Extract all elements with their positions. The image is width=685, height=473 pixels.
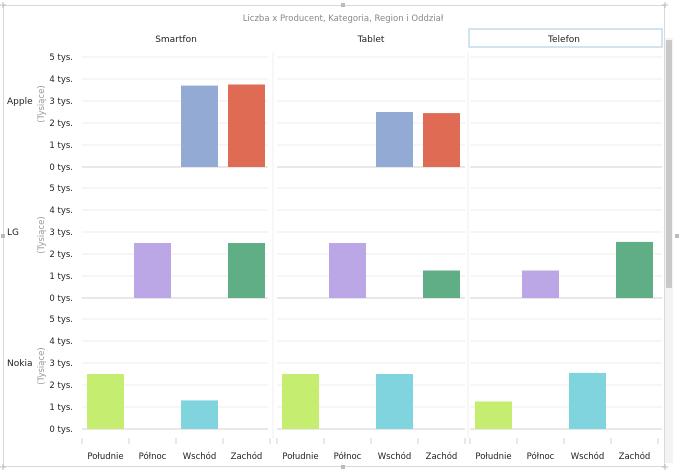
corner-handle[interactable]	[662, 464, 668, 470]
y-tick-label: 1 tys.	[49, 272, 73, 282]
x-tick-label: Zachód	[619, 451, 651, 462]
bar[interactable]	[87, 374, 124, 429]
bar[interactable]	[228, 84, 265, 168]
row-label-lg: LG	[7, 228, 19, 238]
x-tick-label: Wschód	[378, 451, 412, 462]
y-tick-label: 4 tys.	[49, 206, 73, 216]
bar[interactable]	[522, 270, 559, 299]
y-tick-label: 4 tys.	[49, 337, 73, 347]
bar[interactable]	[423, 270, 460, 299]
y-tick-label: 0 tys.	[49, 163, 73, 173]
y-tick-label: 0 tys.	[49, 425, 73, 435]
bar[interactable]	[181, 85, 218, 167]
y-axis-title: (Tysiące)	[37, 216, 47, 253]
column-header-telefon[interactable]: Telefon	[547, 35, 580, 45]
column-header-smartfon[interactable]: Smartfon	[155, 35, 197, 45]
bar[interactable]	[616, 241, 653, 298]
y-tick-label: 3 tys.	[49, 97, 73, 107]
y-tick-label: 3 tys.	[49, 228, 73, 238]
y-tick-label: 2 tys.	[49, 119, 73, 129]
x-tick-label: Zachód	[231, 451, 263, 462]
corner-handle[interactable]	[0, 464, 6, 470]
y-axis-title: (Tysiące)	[37, 85, 47, 122]
bar[interactable]	[423, 113, 460, 167]
bar[interactable]	[134, 243, 171, 298]
x-tick-label: Wschód	[571, 451, 605, 462]
column-header-highlight[interactable]	[468, 28, 663, 48]
row-label-nokia: Nokia	[7, 359, 32, 369]
scrollbar-thumb[interactable]	[666, 40, 672, 288]
bar[interactable]	[329, 243, 366, 298]
bar[interactable]	[181, 400, 218, 429]
bar[interactable]	[569, 372, 606, 429]
x-tick-label: Zachód	[426, 451, 458, 462]
y-tick-label: 5 tys.	[49, 184, 73, 194]
x-tick-label: Północ	[139, 451, 167, 462]
x-tick-label: Południe	[282, 452, 318, 462]
bar[interactable]	[376, 112, 413, 167]
corner-handle[interactable]	[662, 2, 668, 8]
y-tick-label: 3 tys.	[49, 359, 73, 369]
bar[interactable]	[228, 243, 265, 298]
y-tick-label: 2 tys.	[49, 381, 73, 391]
x-tick-label: Południe	[87, 452, 123, 462]
x-tick-label: Północ	[334, 451, 362, 462]
bar[interactable]	[282, 374, 319, 429]
y-tick-label: 5 tys.	[49, 53, 73, 63]
row-label-apple: Apple	[7, 97, 33, 107]
y-tick-label: 0 tys.	[49, 294, 73, 304]
x-tick-label: Wschód	[183, 451, 217, 462]
bar[interactable]	[376, 374, 413, 429]
column-header-tablet[interactable]: Tablet	[357, 35, 385, 45]
y-tick-label: 5 tys.	[49, 315, 73, 325]
y-axis-title: (Tysiące)	[37, 347, 47, 384]
y-tick-label: 2 tys.	[49, 250, 73, 260]
y-tick-label: 1 tys.	[49, 141, 73, 151]
x-tick-label: Południe	[475, 452, 511, 462]
resize-handle[interactable]	[341, 3, 345, 7]
y-tick-label: 1 tys.	[49, 403, 73, 413]
resize-handle[interactable]	[675, 234, 679, 238]
resize-handle[interactable]	[341, 465, 345, 469]
corner-handle[interactable]	[0, 2, 6, 8]
y-tick-label: 4 tys.	[49, 75, 73, 85]
bar[interactable]	[475, 401, 512, 430]
chart-title: Liczba x Producent, Kategoria, Region i …	[243, 14, 444, 24]
resize-handle[interactable]	[1, 234, 5, 238]
x-tick-label: Północ	[527, 451, 555, 462]
